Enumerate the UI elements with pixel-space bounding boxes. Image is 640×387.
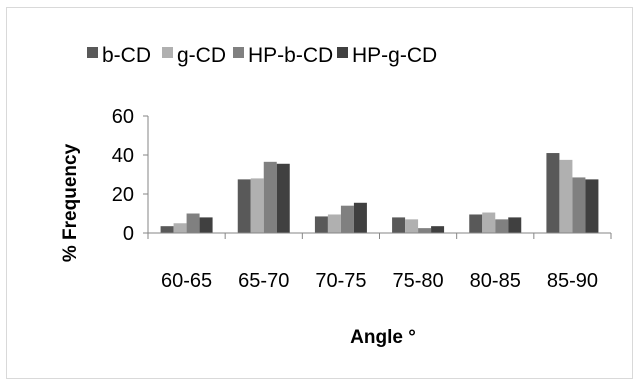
x-tick-label: 65-70 — [238, 270, 289, 292]
chart-area — [6, 7, 633, 379]
bar-hp-g-cd-65-70 — [276, 163, 290, 233]
bar-g-cd-60-65 — [173, 223, 187, 233]
y-tick-label: 0 — [123, 223, 134, 245]
bar-hp-g-cd-80-85 — [508, 217, 522, 233]
bar-hp-g-cd-75-80 — [431, 226, 445, 233]
legend-label-b-cd: b-CD — [102, 44, 151, 67]
legend-swatch-hp-b-cd — [233, 47, 244, 58]
legend: b-CD g-CD HP-b-CD HP-g-CD — [87, 44, 437, 67]
legend-swatch-hp-g-cd — [337, 47, 348, 58]
bar-hp-b-cd-70-75 — [340, 205, 354, 233]
x-tick-label: 60-65 — [161, 270, 212, 292]
y-tick-label: 40 — [112, 145, 134, 167]
bars — [160, 153, 599, 233]
bar-b-cd-85-90 — [546, 153, 560, 233]
y-axis-ticks: 0 20 40 60 — [112, 106, 148, 245]
y-axis-title: % Frequency — [60, 143, 81, 262]
bar-hp-b-cd-80-85 — [495, 219, 509, 233]
bar-b-cd-60-65 — [160, 226, 174, 233]
bar-g-cd-80-85 — [482, 212, 496, 233]
bar-hp-g-cd-70-75 — [353, 202, 367, 233]
legend-label-hp-b-cd: HP-b-CD — [248, 44, 333, 67]
x-tick-label: 85-90 — [547, 270, 598, 292]
bar-g-cd-65-70 — [250, 178, 264, 233]
x-axis-ticks: 60-65 65-70 70-75 75-80 80-85 85-90 — [147, 233, 612, 292]
legend-swatch-b-cd — [87, 47, 98, 58]
bar-hp-b-cd-85-90 — [572, 177, 586, 233]
bar-g-cd-70-75 — [327, 214, 341, 233]
x-tick-label: 80-85 — [470, 270, 521, 292]
bar-hp-b-cd-75-80 — [418, 228, 432, 233]
bar-hp-b-cd-65-70 — [263, 161, 277, 233]
bar-b-cd-70-75 — [314, 216, 328, 233]
y-tick-label: 20 — [112, 184, 134, 206]
x-axis-title: Angle ° — [350, 327, 416, 348]
x-tick-label: 75-80 — [393, 270, 444, 292]
legend-label-g-cd: g-CD — [177, 44, 226, 67]
bar-hp-b-cd-60-65 — [186, 213, 200, 233]
bar-g-cd-75-80 — [405, 219, 419, 233]
legend-label-hp-g-cd: HP-g-CD — [352, 44, 437, 67]
x-tick-label: 70-75 — [315, 270, 366, 292]
y-tick-label: 60 — [112, 106, 134, 128]
legend-swatch-g-cd — [162, 47, 173, 58]
bar-b-cd-80-85 — [469, 214, 483, 233]
bar-b-cd-65-70 — [237, 179, 251, 233]
bar-g-cd-85-90 — [559, 159, 573, 233]
bar-hp-g-cd-60-65 — [199, 217, 213, 233]
bar-hp-g-cd-85-90 — [585, 179, 599, 233]
bar-b-cd-75-80 — [392, 217, 406, 233]
